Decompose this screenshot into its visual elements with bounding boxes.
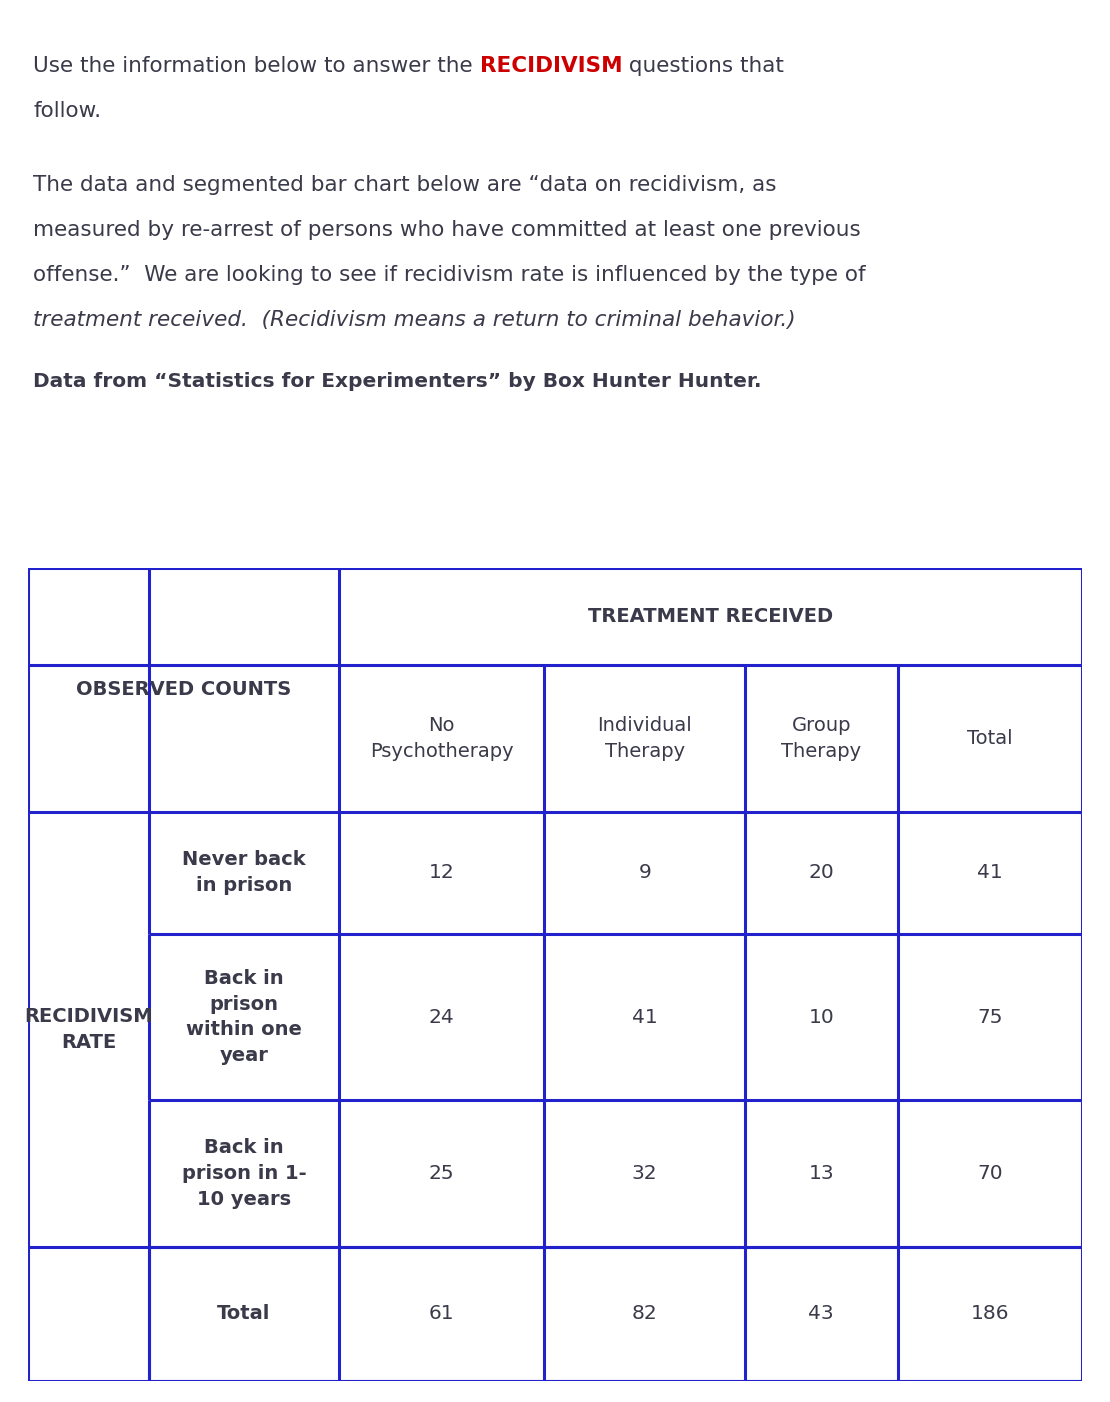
Text: follow.: follow.: [33, 101, 101, 121]
Text: Group
Therapy: Group Therapy: [781, 716, 861, 761]
Text: 70: 70: [977, 1164, 1002, 1183]
Text: treatment received.  (Recidivism means a return to criminal behavior.): treatment received. (Recidivism means a …: [33, 310, 796, 329]
Text: 24: 24: [428, 1008, 454, 1026]
Text: Back in
prison in 1-
10 years: Back in prison in 1- 10 years: [182, 1138, 306, 1209]
Text: No
Psychotherapy: No Psychotherapy: [370, 716, 514, 761]
Text: measured by re-arrest of persons who have committed at least one previous: measured by re-arrest of persons who hav…: [33, 220, 861, 240]
Text: 20: 20: [808, 864, 834, 882]
Text: 75: 75: [977, 1008, 1002, 1026]
Text: Total: Total: [218, 1304, 271, 1323]
Text: 10: 10: [808, 1008, 834, 1026]
Text: Use the information below to answer the: Use the information below to answer the: [33, 56, 480, 76]
Text: Data from “Statistics for Experimenters” by Box Hunter Hunter.: Data from “Statistics for Experimenters”…: [33, 372, 761, 391]
Text: 12: 12: [428, 864, 454, 882]
Text: Total: Total: [967, 729, 1012, 749]
Text: Individual
Therapy: Individual Therapy: [597, 716, 692, 761]
Text: questions that: questions that: [623, 56, 785, 76]
Text: OBSERVED COUNTS: OBSERVED COUNTS: [75, 680, 291, 700]
Text: 41: 41: [632, 1008, 657, 1026]
Text: 9: 9: [638, 864, 650, 882]
Text: 61: 61: [428, 1304, 454, 1323]
Text: Never back
in prison: Never back in prison: [182, 851, 305, 894]
Text: 13: 13: [808, 1164, 834, 1183]
Text: RECIDIVISM
RATE: RECIDIVISM RATE: [24, 1007, 153, 1052]
Text: TREATMENT RECEIVED: TREATMENT RECEIVED: [588, 607, 834, 627]
Text: Back in
prison
within one
year: Back in prison within one year: [186, 969, 302, 1066]
Text: 43: 43: [808, 1304, 834, 1323]
Text: The data and segmented bar chart below are “data on recidivism, as: The data and segmented bar chart below a…: [33, 175, 777, 195]
Text: 32: 32: [632, 1164, 657, 1183]
Text: RECIDIVISM: RECIDIVISM: [480, 56, 623, 76]
Text: offense.”  We are looking to see if recidivism rate is influenced by the type of: offense.” We are looking to see if recid…: [33, 265, 866, 285]
Text: 186: 186: [971, 1304, 1009, 1323]
Text: 41: 41: [977, 864, 1002, 882]
Text: 25: 25: [428, 1164, 454, 1183]
Text: 82: 82: [632, 1304, 657, 1323]
